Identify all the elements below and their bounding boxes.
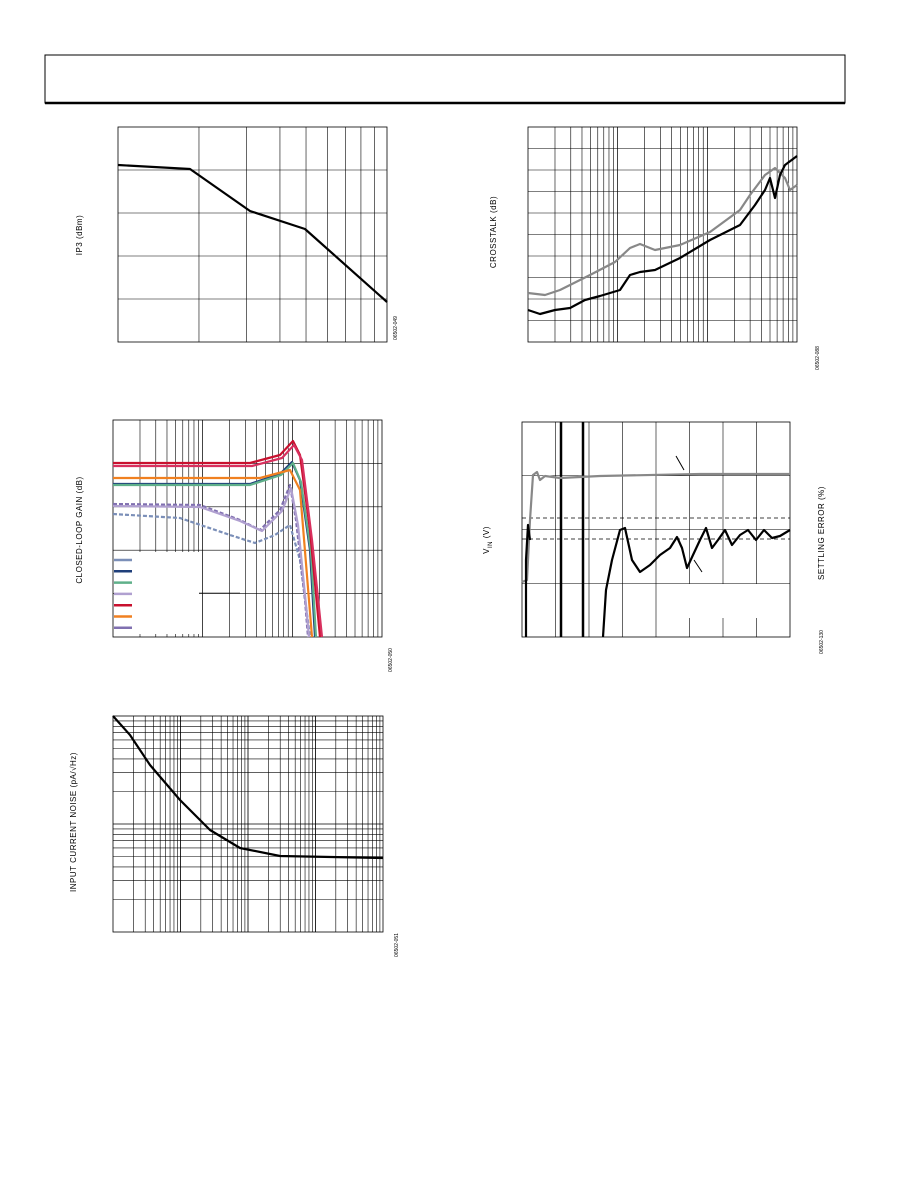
figure-id: 06502-050: [388, 648, 394, 672]
y-axis-label: IP3 (dBm): [75, 215, 84, 256]
curve: [524, 523, 532, 637]
legend: [114, 558, 132, 630]
curve: [112, 715, 384, 860]
curve: [601, 526, 791, 638]
y2-axis-label: SETTLING ERROR (%): [817, 486, 826, 580]
arrow: [675, 455, 685, 471]
y-axis-label: CROSSTALK (dB): [489, 196, 498, 268]
label-sub: IN: [488, 541, 494, 548]
curve: [527, 155, 798, 316]
grids: [112, 126, 798, 933]
y-axis-label: INPUT CURRENT NOISE (pA/√Hz): [69, 752, 78, 892]
plot-frame: [117, 126, 388, 343]
y-axis-label: CLOSED-LOOP GAIN (dB): [75, 476, 84, 583]
label-mask: [688, 584, 760, 618]
figure-id: 06502-088: [815, 346, 821, 370]
curve: [527, 166, 798, 297]
figure-id: 06502-049: [393, 316, 399, 340]
y-axis-label: VIN (V): [482, 526, 494, 554]
plot-frame: [112, 419, 383, 638]
curve: [117, 163, 388, 303]
figure-id: 06502-051: [394, 933, 400, 957]
header-box: [44, 54, 846, 104]
arrow: [693, 559, 703, 573]
figure-id: 06502-130: [819, 630, 825, 654]
curve: [112, 512, 312, 638]
curve: [113, 468, 314, 638]
curve: [113, 443, 324, 638]
label-part: V: [482, 548, 491, 554]
label-part: (V): [482, 526, 491, 541]
curve: [112, 486, 311, 638]
